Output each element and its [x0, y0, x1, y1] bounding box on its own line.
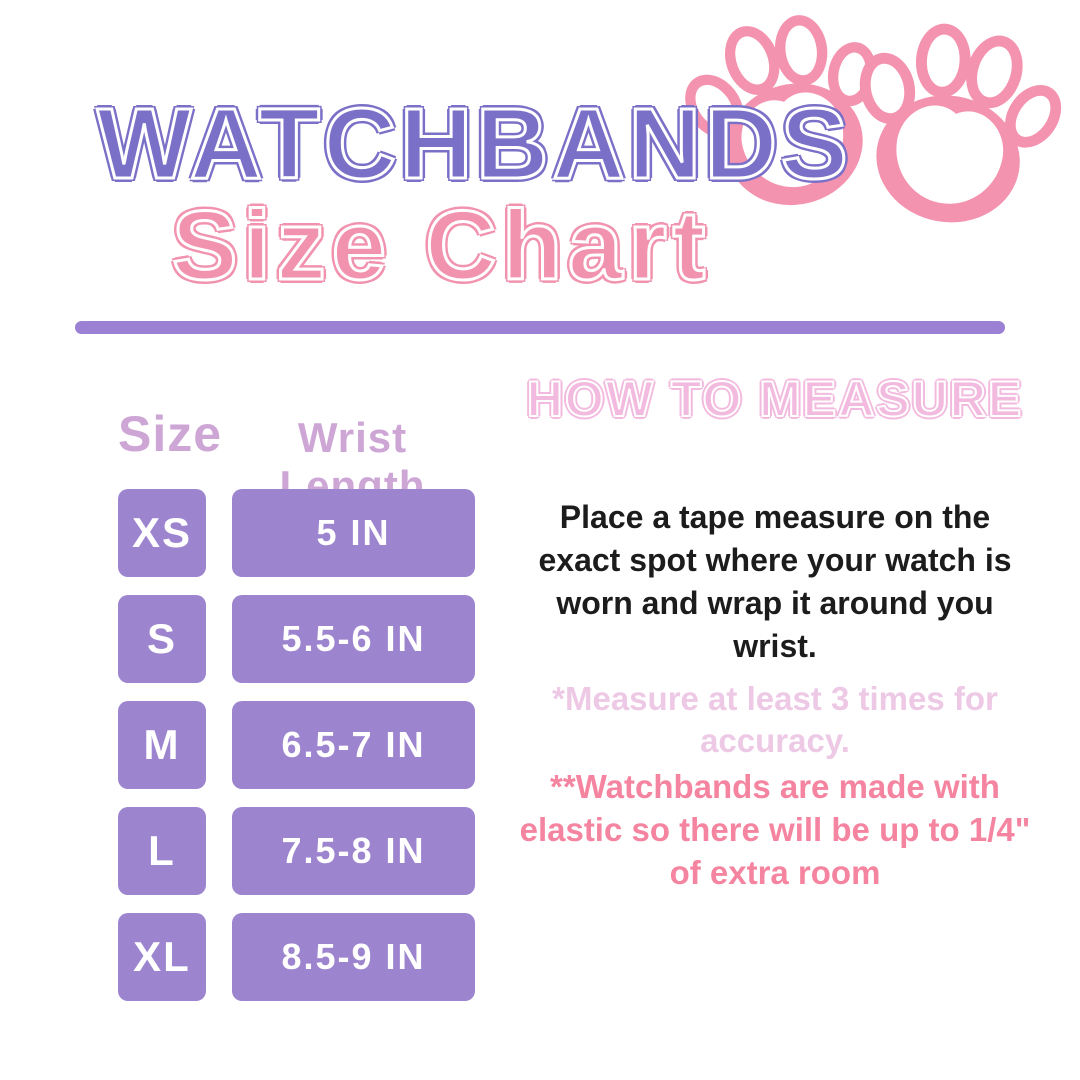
- size-cell: XL: [118, 913, 206, 1001]
- measure-accuracy-note: *Measure at least 3 times for accuracy.: [552, 679, 998, 759]
- table-row: S 5.5-6 IN: [118, 595, 475, 683]
- size-cell: L: [118, 807, 206, 895]
- size-cell: S: [118, 595, 206, 683]
- how-to-measure-section: Place a tape measure on the exact spot w…: [515, 496, 1035, 895]
- divider-line: [75, 321, 1005, 334]
- elastic-extra-room-note: **Watchbands are made with elastic so th…: [519, 767, 1031, 891]
- column-header-size: Size: [118, 406, 223, 462]
- size-cell: M: [118, 701, 206, 789]
- wrist-length-cell: 5.5-6 IN: [232, 595, 475, 683]
- page-subtitle: Size Chart: [170, 190, 712, 300]
- table-row: XS 5 IN: [118, 489, 475, 577]
- table-row: L 7.5-8 IN: [118, 807, 475, 895]
- size-cell: XS: [118, 489, 206, 577]
- wrist-length-cell: 5 IN: [232, 489, 475, 577]
- paw-print-icon: [859, 23, 1062, 223]
- paw-print-icon: [685, 15, 877, 206]
- table-row: XL 8.5-9 IN: [118, 913, 475, 1001]
- how-to-measure-heading: HOW TO MEASURE: [526, 371, 1024, 427]
- wrist-length-cell: 8.5-9 IN: [232, 913, 475, 1001]
- size-table: XS 5 IN S 5.5-6 IN M 6.5-7 IN L 7.5-8 IN…: [118, 489, 475, 1001]
- wrist-length-cell: 6.5-7 IN: [232, 701, 475, 789]
- table-row: M 6.5-7 IN: [118, 701, 475, 789]
- measure-instruction-text: Place a tape measure on the exact spot w…: [538, 499, 1012, 664]
- wrist-length-cell: 7.5-8 IN: [232, 807, 475, 895]
- page-title: WATCHBANDS: [96, 88, 852, 200]
